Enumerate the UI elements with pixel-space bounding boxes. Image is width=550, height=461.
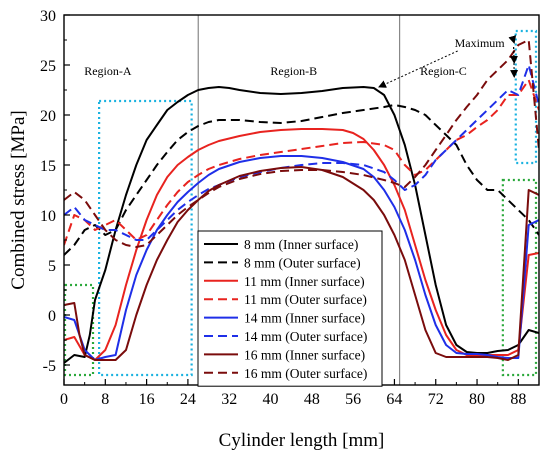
y-tick-label: 25 [40, 58, 56, 75]
y-tick-label: 30 [40, 8, 56, 25]
y-tick-label: 0 [48, 308, 56, 325]
legend-label-4: 11 mm (Outer surface) [244, 292, 367, 307]
x-tick-label: 88 [510, 391, 526, 408]
series-line-1 [64, 86, 539, 364]
series-lines [64, 39, 539, 364]
legend-label-2: 8 mm (Outer surface) [244, 255, 361, 270]
series-line-7 [64, 166, 539, 361]
region-labels: Region-A Region-B Region-C [84, 64, 467, 78]
x-axis-label: Cylinder length [mm] [219, 430, 385, 451]
legend-label-5: 14 mm (Inner surface) [244, 311, 365, 326]
highlight-box-2 [514, 29, 538, 165]
legend-label-3: 11 mm (Inner surface) [244, 274, 365, 289]
highlight-box-3 [63, 283, 95, 377]
series-line-6 [64, 64, 539, 241]
y-tick-label: 10 [40, 208, 56, 225]
annotation-arrow-2 [508, 35, 517, 44]
y-tick-label: 5 [48, 258, 56, 275]
legend-label-8: 16 mm (Outer surface) [244, 366, 367, 381]
region-label-3: Region-C [420, 64, 467, 78]
annotation-arrow-4 [510, 46, 519, 78]
legend-label-6: 14 mm (Outer surface) [244, 329, 367, 344]
y-axis-label: Combined stress [MPa] [8, 110, 29, 289]
maximum-annotation: Maximum [378, 35, 519, 88]
annotation-arrow-1 [378, 50, 458, 88]
x-axis-ticks: 0 8 16 24 32 40 48 56 64 72 80 88 [60, 379, 526, 408]
series-line-8 [64, 39, 539, 248]
y-axis-ticks: -5 0 5 10 15 20 25 30 [40, 8, 70, 375]
series-line-4 [64, 79, 539, 246]
annotation-maximum-label: Maximum [455, 36, 506, 50]
x-tick-label: 64 [386, 391, 402, 408]
x-tick-label: 16 [139, 391, 155, 408]
x-tick-label: 24 [180, 391, 196, 408]
legend-label-7: 16 mm (Inner surface) [244, 347, 365, 362]
highlight-box-4 [501, 178, 538, 377]
x-tick-label: 72 [428, 391, 444, 408]
region-label-2: Region-B [270, 64, 317, 78]
x-tick-label: 80 [469, 391, 485, 408]
highlight-box-1 [98, 99, 193, 377]
legend-box [197, 230, 383, 387]
x-tick-label: 48 [304, 391, 320, 408]
x-tick-label: 56 [345, 391, 361, 408]
legend: 8 mm (Inner surface) 8 mm (Outer surface)… [197, 230, 383, 387]
legend-label-1: 8 mm (Inner surface) [244, 237, 358, 252]
series-line-2 [64, 104, 539, 256]
y-tick-label: -5 [43, 358, 56, 375]
x-tick-label: 0 [60, 391, 68, 408]
y-tick-label: 15 [40, 158, 56, 175]
x-tick-label: 32 [221, 391, 237, 408]
series-line-5 [64, 155, 539, 361]
x-tick-label: 40 [263, 391, 279, 408]
region-label-1: Region-A [84, 64, 132, 78]
x-tick-label: 8 [101, 391, 109, 408]
y-tick-label: 20 [40, 108, 56, 125]
